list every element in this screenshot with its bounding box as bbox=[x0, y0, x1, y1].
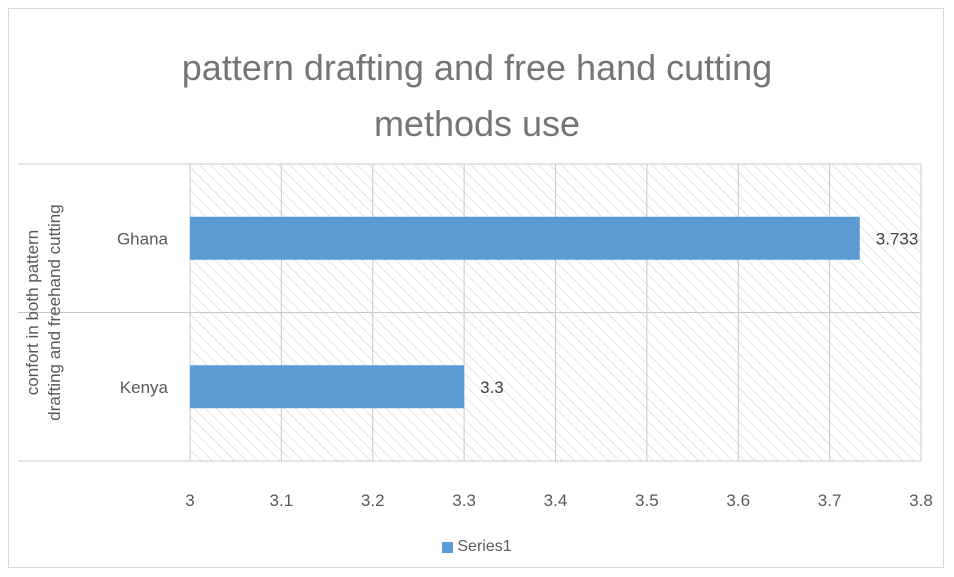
bar bbox=[190, 365, 465, 409]
x-tick-label: 3.4 bbox=[544, 491, 568, 510]
y-axis-title-line: confort in both pattern bbox=[23, 230, 42, 395]
x-tick-label: 3 bbox=[185, 491, 194, 510]
bars: 3.733 3.3 bbox=[190, 216, 919, 409]
x-tick-label: 3.7 bbox=[818, 491, 842, 510]
x-tick-label: 3.6 bbox=[726, 491, 750, 510]
x-tick-label: 3.1 bbox=[270, 491, 294, 510]
x-tick-label: 3.3 bbox=[452, 491, 476, 510]
y-axis-title: confort in both pattern drafting and free… bbox=[23, 204, 64, 420]
category-label: Kenya bbox=[120, 378, 169, 397]
chart-title: pattern drafting and free hand cutting m… bbox=[0, 40, 954, 152]
x-tick-label: 3.2 bbox=[361, 491, 385, 510]
category-label: Ghana bbox=[117, 229, 169, 248]
data-label: 3.3 bbox=[480, 378, 504, 397]
x-axis-ticks: 3 3.1 3.2 3.3 3.4 3.5 3.6 3.7 3.8 bbox=[185, 491, 933, 510]
chart-title-line-2: methods use bbox=[373, 103, 581, 144]
chart-frame bbox=[8, 8, 944, 568]
legend-label: Series1 bbox=[457, 538, 512, 555]
legend-swatch bbox=[442, 541, 454, 553]
data-label: 3.733 bbox=[876, 229, 919, 248]
category-axis: Ghana Kenya bbox=[117, 229, 169, 397]
y-axis-title-line: drafting and freehand cutting bbox=[45, 204, 64, 420]
x-tick-label: 3.8 bbox=[909, 491, 933, 510]
bar bbox=[190, 216, 860, 260]
chart-title-line-1: pattern drafting and free hand cutting bbox=[181, 47, 773, 88]
gridlines bbox=[18, 163, 922, 462]
legend: Series1 bbox=[0, 538, 954, 556]
x-tick-label: 3.5 bbox=[635, 491, 659, 510]
